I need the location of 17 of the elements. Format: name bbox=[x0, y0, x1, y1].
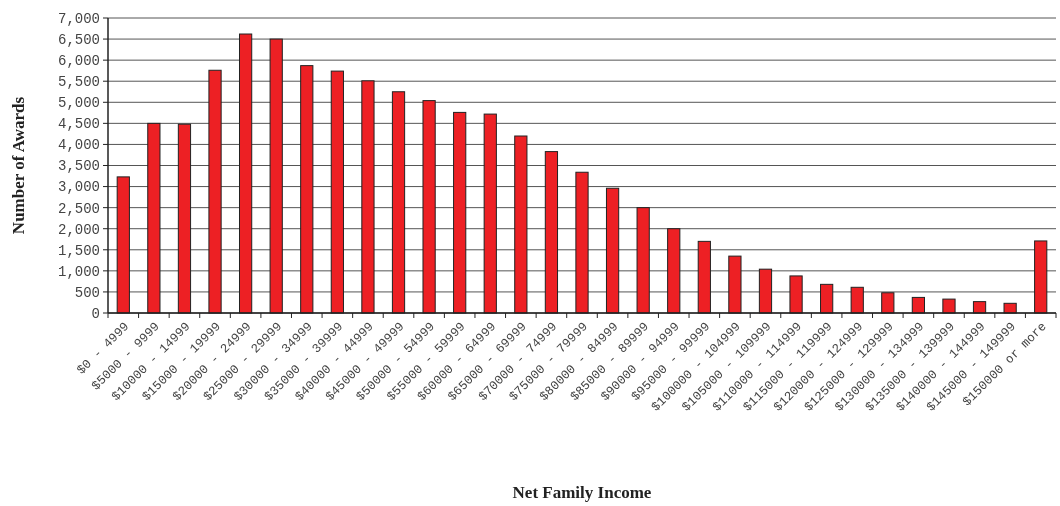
y-tick-label: 6,000 bbox=[57, 53, 100, 70]
y-tick-label: 7,000 bbox=[57, 10, 100, 27]
y-tick-label: 2,500 bbox=[57, 200, 100, 217]
y-tick-label: 4,500 bbox=[57, 116, 100, 133]
y-tick-label: 5,500 bbox=[57, 74, 100, 91]
y-tick-label: 500 bbox=[74, 284, 100, 301]
y-tick-label: 5,000 bbox=[57, 95, 100, 112]
y-tick-label: 2,000 bbox=[57, 221, 100, 238]
y-tick-label: 3,500 bbox=[57, 158, 100, 175]
y-axis-title: Number of Awards bbox=[9, 96, 28, 235]
y-tick-label: 0 bbox=[91, 305, 100, 322]
y-tick-label: 3,000 bbox=[57, 179, 100, 196]
y-tick-label: 1,500 bbox=[57, 242, 100, 259]
y-tick-label: 1,000 bbox=[57, 263, 100, 280]
x-axis-title: Net Family Income bbox=[512, 483, 652, 502]
y-tick-label: 4,000 bbox=[57, 137, 100, 154]
y-tick-label: 6,500 bbox=[57, 31, 100, 48]
